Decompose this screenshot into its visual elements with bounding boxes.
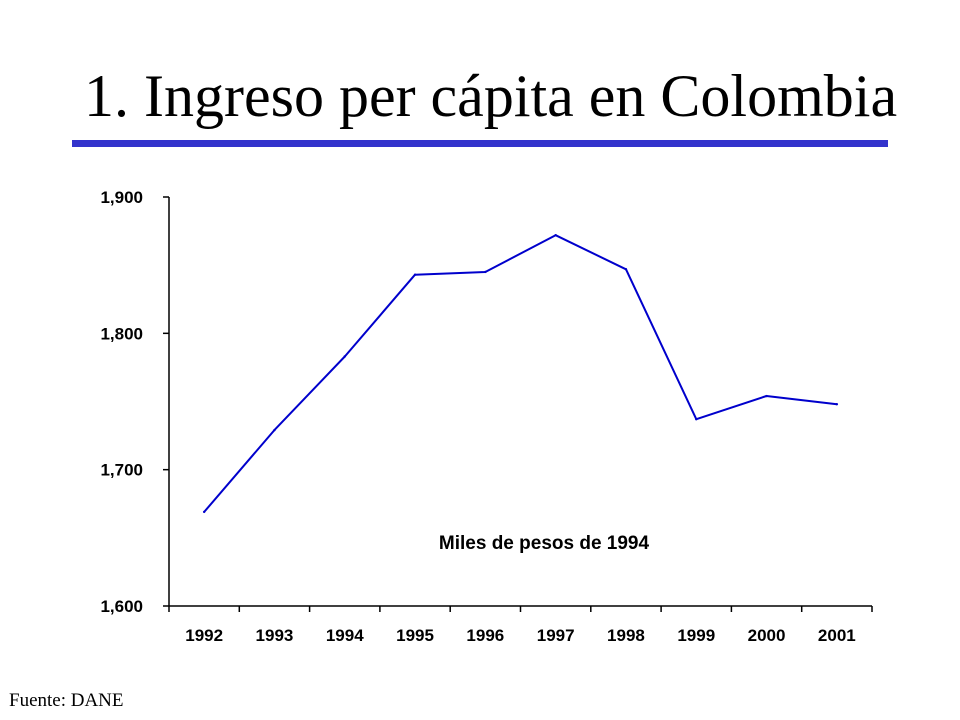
data-point [273,428,276,432]
chart-axes: 1,600 1,700 1,800 1,900 1992 1993 1994 1995 1996… [100,188,873,645]
slide-title: 1. Ingreso per cápita en Colombia [84,63,898,129]
x-tick-label: 2001 [818,626,856,645]
source-note: Fuente: DANE [9,690,124,711]
x-tick-label: 1994 [326,626,364,645]
data-point [484,270,487,274]
y-tick-label: 1,900 [100,188,143,207]
data-point [413,273,417,276]
y-tick-label: 1,600 [100,597,143,616]
data-point [554,233,557,237]
x-tick-label: 1992 [185,626,223,645]
chart-annotation: Miles de pesos de 1994 [439,533,650,554]
y-tick-label: 1,800 [100,324,143,343]
data-point [343,355,346,358]
x-tick-label: 1995 [396,626,434,645]
x-tick-label: 1996 [466,626,504,645]
data-point [624,268,628,271]
data-point [695,418,698,421]
x-tick-label: 1999 [677,626,715,645]
data-point [835,403,839,406]
title-underline [72,140,888,147]
y-tick-label: 1,700 [100,461,143,480]
x-tick-label: 1997 [537,626,575,645]
chart-series [202,233,839,514]
data-point [765,394,768,398]
x-tick-label: 1993 [256,626,294,645]
data-point [202,510,206,514]
x-tick-label: 2000 [748,626,786,645]
x-tick-label: 1998 [607,626,645,645]
series-line [203,234,838,513]
